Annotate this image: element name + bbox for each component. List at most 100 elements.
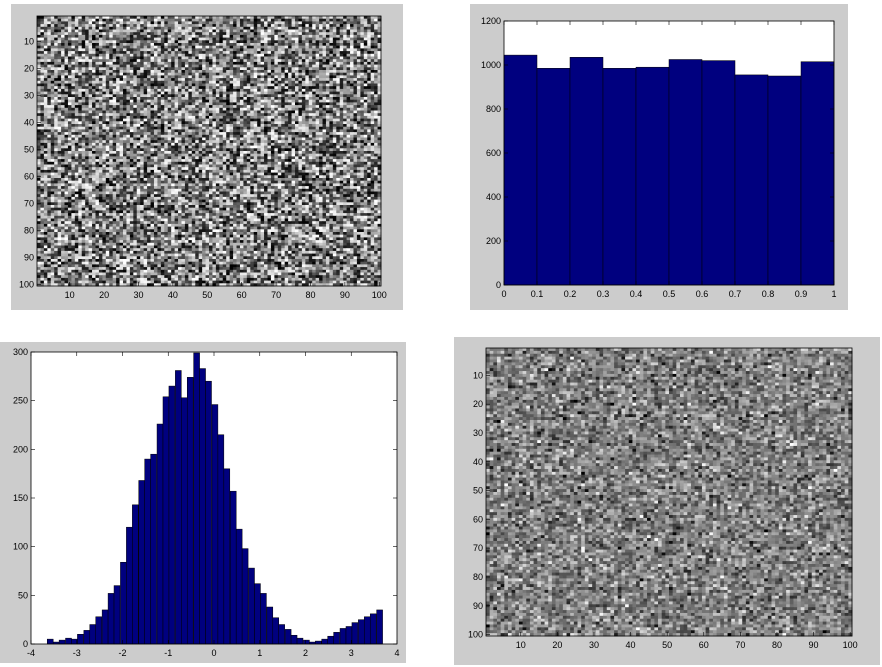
image-pixel [71,45,76,49]
image-pixel [188,118,193,122]
image-pixel [274,72,279,76]
image-pixel [308,24,313,28]
image-pixel [95,61,100,66]
image-pixel [85,140,90,144]
image-pixel [191,134,196,138]
image-pixel [291,43,296,47]
image-pixel [202,34,207,39]
image-pixel [50,91,55,95]
image-pixel [81,132,86,136]
image-pixel [257,88,262,93]
image-pixel [78,102,83,106]
image-pixel [312,105,317,109]
image-pixel [312,78,317,82]
image-pixel [219,107,224,111]
image-pixel [64,16,69,20]
image-pixel [129,56,134,60]
image-pixel [61,121,66,125]
image-pixel [233,140,238,144]
image-pixel [308,72,313,76]
image-pixel [322,148,327,152]
image-pixel [264,148,268,152]
image-pixel [188,43,193,47]
image-pixel [123,124,127,128]
image-pixel [67,40,72,44]
image-pixel [363,61,368,66]
image-pixel [226,18,231,22]
image-pixel [329,61,334,66]
image-pixel [295,29,299,33]
image-pixel [281,67,286,71]
image-pixel [332,129,337,133]
image-pixel [367,51,372,55]
image-pixel [171,142,176,147]
image-pixel [54,32,59,36]
image-pixel [195,43,200,47]
image-pixel [37,78,41,82]
image-pixel [253,29,258,33]
image-pixel [92,45,96,49]
image-pixel [288,43,293,47]
image-pixel [153,72,158,76]
image-pixel [150,97,155,101]
image-pixel [264,110,268,114]
image-pixel [109,75,114,79]
image-pixel [195,72,200,76]
image-pixel [78,132,83,136]
image-pixel [71,37,76,41]
image-pixel [350,24,354,28]
image-pixel [43,37,48,41]
image-pixel [67,29,72,33]
image-pixel [143,142,148,147]
image-pixel [40,78,45,82]
image-pixel [143,37,148,41]
image-pixel [281,105,286,109]
image-pixel [233,64,238,68]
image-pixel [191,21,196,25]
image-pixel [295,140,299,144]
image-pixel [319,64,324,68]
image-pixel [322,40,327,44]
image-pixel [367,34,372,39]
image-pixel [312,29,317,33]
image-pixel [215,129,220,133]
image-pixel [64,107,69,111]
image-pixel [105,140,110,144]
image-pixel [116,142,121,147]
image-pixel [222,83,227,87]
image-pixel [181,45,186,49]
image-pixel [274,26,279,30]
image-pixel [61,91,66,95]
image-pixel [257,37,262,41]
image-pixel [308,94,313,98]
image-pixel [374,97,379,101]
image-pixel [116,16,121,20]
image-pixel [329,91,334,95]
image-pixel [133,80,138,84]
image-pixel [40,24,45,28]
image-pixel [295,37,299,41]
image-pixel [143,75,148,79]
image-pixel [257,21,262,25]
image-pixel [353,53,358,57]
image-pixel [288,78,293,82]
image-pixel [43,45,48,49]
image-pixel [298,16,303,20]
image-pixel [174,80,179,84]
image-pixel [181,137,186,141]
image-pixel [160,67,165,71]
image-pixel [64,53,69,57]
image-pixel [81,21,86,25]
image-pixel [140,102,145,106]
image-pixel [350,67,354,71]
image-pixel [123,148,127,152]
image-pixel [98,148,103,152]
image-pixel [88,64,93,68]
image-pixel [209,132,213,136]
image-pixel [257,102,262,106]
image-pixel [205,134,210,138]
image-pixel [129,43,134,47]
image-pixel [329,37,334,41]
image-pixel [150,86,155,90]
image-pixel [329,70,334,74]
